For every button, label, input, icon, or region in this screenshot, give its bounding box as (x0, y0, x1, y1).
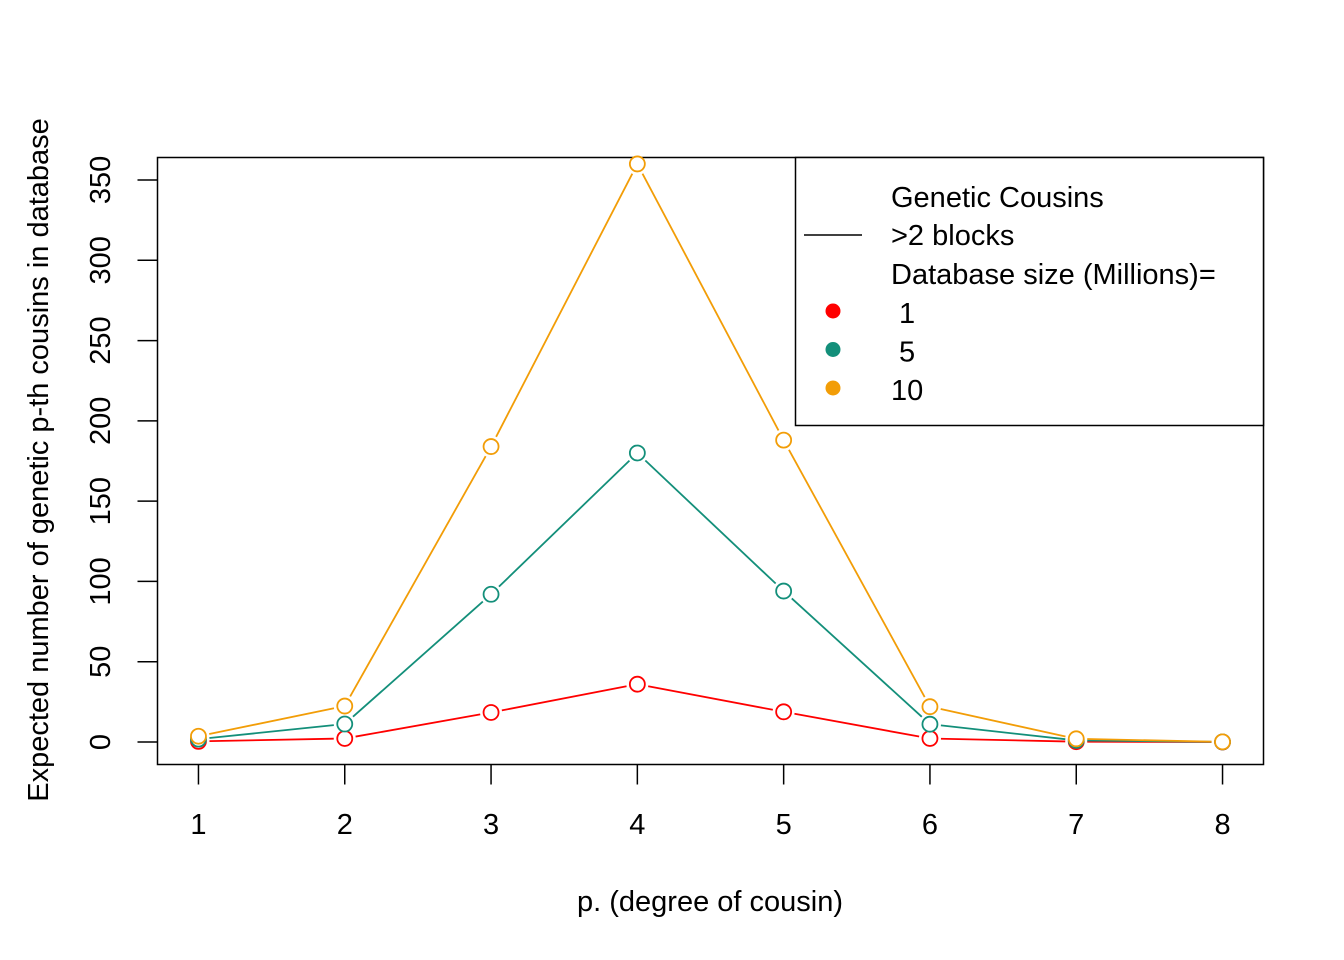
y-axis: 0 50 100 150 200 250 300 350 (85, 156, 158, 750)
data-point (1067, 730, 1085, 748)
data-point (482, 704, 500, 721)
series-segment (209, 724, 334, 739)
y-tick-label: 300 (85, 236, 117, 284)
series-segment (940, 708, 1066, 738)
legend-marker (825, 342, 841, 357)
data-point (921, 715, 939, 733)
y-tick-label: 250 (85, 316, 117, 364)
series-segment (209, 737, 334, 743)
series-segment (352, 600, 484, 718)
series-segment (349, 455, 487, 697)
series-group (190, 155, 1231, 751)
series-segment (794, 712, 920, 738)
series-segment (644, 459, 777, 585)
y-tick-label: 0 (85, 734, 117, 750)
series-segment (647, 685, 774, 711)
legend-marker (825, 303, 841, 319)
series-segment (1087, 738, 1212, 743)
data-point (482, 438, 500, 455)
data-point (775, 582, 793, 600)
x-tick-label: 7 (1068, 809, 1084, 841)
data-point (628, 155, 646, 173)
series-segment (495, 173, 634, 438)
plot-frame (156, 156, 1265, 766)
x-tick-label: 8 (1214, 809, 1230, 841)
series-10 (190, 155, 1231, 751)
data-point (775, 703, 793, 721)
data-point (336, 715, 354, 733)
y-tick-label: 200 (85, 397, 117, 445)
data-point (336, 697, 354, 715)
legend-label: 10 (891, 375, 923, 407)
x-tick-label: 2 (337, 809, 353, 841)
data-point (628, 444, 646, 462)
series-segment (209, 707, 335, 735)
data-point (628, 675, 646, 693)
data-point (921, 698, 939, 716)
legend: Genetic Cousins >2 blocks Database size … (794, 156, 1265, 427)
x-tick-label: 6 (922, 809, 938, 841)
y-tick-label: 350 (85, 156, 117, 204)
legend-label: 5 (891, 337, 915, 369)
series-segment (641, 173, 780, 431)
series-segment (498, 459, 631, 588)
x-tick-label: 5 (776, 809, 792, 841)
y-tick-label: 50 (85, 646, 117, 678)
legend-title: Genetic Cousins (891, 182, 1104, 214)
legend-line-label: >2 blocks (891, 220, 1014, 252)
legend-label: 1 (891, 298, 915, 330)
data-point (190, 727, 207, 745)
series-segment (501, 685, 627, 712)
data-point (336, 730, 354, 747)
y-axis-label: Expected number of genetic p-th cousins … (23, 118, 55, 802)
x-tick-label: 4 (629, 809, 645, 841)
series-segment (940, 724, 1066, 741)
x-axis-label: p. (degree of cousin) (577, 886, 843, 918)
legend-size-label: Database size (Millions)= (891, 259, 1216, 291)
x-tick-label: 3 (483, 809, 499, 841)
series-segment (791, 597, 923, 718)
legend-marker (825, 380, 841, 396)
series-segment (788, 449, 926, 698)
series-segment (940, 737, 1066, 743)
data-point (1214, 733, 1231, 751)
data-point (482, 585, 500, 603)
x-tick-label: 1 (190, 809, 206, 841)
legend-box (794, 156, 1265, 427)
data-point (775, 431, 793, 449)
y-tick-label: 100 (85, 557, 117, 605)
y-tick-label: 150 (85, 477, 117, 525)
x-axis: 1 2 3 4 5 6 7 8 (190, 764, 1231, 841)
data-point (921, 730, 939, 747)
series-segment (355, 713, 481, 738)
